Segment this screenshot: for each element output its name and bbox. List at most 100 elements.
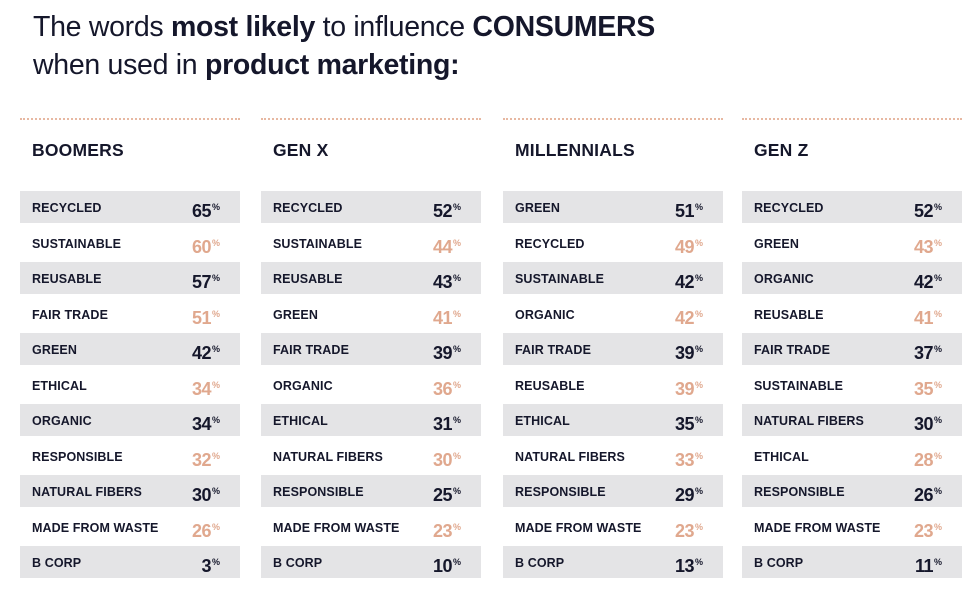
row-value: 36%: [433, 369, 461, 405]
table-row: RESPONSIBLE 26%: [742, 475, 962, 507]
percent-sign: %: [211, 308, 220, 319]
value-number: 3: [201, 556, 211, 576]
table-row: ETHICAL 31%: [261, 404, 481, 436]
row-value: 23%: [914, 511, 942, 547]
row-value: 13%: [675, 546, 703, 582]
row-value: 42%: [675, 298, 703, 334]
row-value: 42%: [914, 262, 942, 298]
table-row: REUSABLE 43%: [261, 262, 481, 294]
page-title: The words most likely to influence CONSU…: [33, 8, 655, 84]
table-row: FAIR TRADE 39%: [261, 333, 481, 365]
row-value: 23%: [433, 511, 461, 547]
row-value: 34%: [192, 404, 220, 440]
row-value: 3%: [201, 546, 220, 582]
table-row: RECYCLED 65%: [20, 191, 240, 223]
table-row: MADE FROM WASTE 26%: [20, 511, 240, 543]
table-row: GREEN 42%: [20, 333, 240, 365]
row-value: 57%: [192, 262, 220, 298]
percent-sign: %: [694, 308, 703, 319]
percent-sign: %: [933, 308, 942, 319]
percent-sign: %: [452, 415, 461, 425]
value-number: 42: [674, 272, 695, 292]
value-number: 39: [674, 378, 695, 399]
table-row: ORGANIC 42%: [503, 298, 723, 330]
value-number: 30: [432, 449, 453, 470]
table-row: MADE FROM WASTE 23%: [503, 511, 723, 543]
percent-sign: %: [211, 379, 220, 390]
value-number: 23: [674, 520, 695, 541]
table-row: REUSABLE 57%: [20, 262, 240, 294]
table-row: RESPONSIBLE 32%: [20, 440, 240, 472]
row-label: RECYCLED: [32, 201, 102, 215]
table-row: NATURAL FIBERS 30%: [742, 404, 962, 436]
value-number: 65: [191, 201, 212, 221]
column-heading: GEN X: [273, 140, 329, 160]
value-number: 52: [913, 201, 934, 221]
percent-sign: %: [452, 486, 461, 496]
row-value: 34%: [192, 369, 220, 405]
percent-sign: %: [211, 273, 220, 283]
row-value: 28%: [914, 440, 942, 476]
row-label: NATURAL FIBERS: [754, 414, 864, 428]
percent-sign: %: [211, 344, 220, 354]
percent-sign: %: [933, 486, 942, 496]
row-value: 51%: [192, 298, 220, 334]
value-number: 30: [913, 414, 934, 434]
row-label: MADE FROM WASTE: [754, 520, 881, 535]
row-label: MADE FROM WASTE: [515, 520, 642, 535]
percent-sign: %: [452, 557, 461, 567]
value-number: 26: [191, 520, 212, 541]
generation-tables: BOOMERS RECYCLED 65% SUSTAINABLE 60% REUSABLE…: [20, 118, 965, 588]
value-number: 52: [432, 201, 453, 221]
percent-sign: %: [694, 521, 703, 532]
value-number: 26: [913, 485, 934, 505]
percent-sign: %: [211, 486, 220, 496]
column-heading: BOOMERS: [32, 140, 124, 160]
row-label: SUSTAINABLE: [32, 236, 122, 251]
row-label: RECYCLED: [515, 236, 585, 251]
table-row: GREEN 41%: [261, 298, 481, 330]
percent-sign: %: [211, 557, 220, 567]
row-label: B CORP: [273, 556, 323, 570]
percent-sign: %: [452, 308, 461, 319]
table-row: SUSTAINABLE 60%: [20, 227, 240, 259]
title-line-2: when used in product marketing:: [33, 49, 460, 81]
table-row: GREEN 43%: [742, 227, 962, 259]
row-value: 43%: [433, 262, 461, 298]
table-row: GREEN 51%: [503, 191, 723, 223]
row-value: 43%: [914, 227, 942, 263]
row-value: 42%: [192, 333, 220, 369]
table-row: SUSTAINABLE 44%: [261, 227, 481, 259]
value-number: 41: [432, 307, 453, 328]
percent-sign: %: [694, 379, 703, 390]
row-label: REUSABLE: [32, 272, 102, 286]
row-value: 25%: [433, 475, 461, 511]
row-label: NATURAL FIBERS: [32, 485, 142, 499]
row-value: 10%: [433, 546, 461, 582]
percent-sign: %: [933, 450, 942, 461]
title-line-1: The words most likely to influence CONSU…: [33, 11, 655, 43]
row-label: ORGANIC: [515, 307, 575, 322]
value-number: 35: [674, 414, 695, 434]
percent-sign: %: [452, 237, 461, 248]
value-number: 43: [432, 272, 453, 292]
row-label: GREEN: [515, 201, 560, 215]
value-number: 28: [913, 449, 934, 470]
row-value: 30%: [914, 404, 942, 440]
row-label: NATURAL FIBERS: [515, 449, 625, 464]
row-label: REUSABLE: [754, 307, 824, 322]
row-value: 29%: [675, 475, 703, 511]
row-label: NATURAL FIBERS: [273, 449, 383, 464]
value-number: 25: [432, 485, 453, 505]
row-label: SUSTAINABLE: [754, 378, 844, 393]
row-value: 39%: [675, 333, 703, 369]
percent-sign: %: [211, 202, 220, 212]
percent-sign: %: [211, 415, 220, 425]
row-label: ORGANIC: [273, 378, 333, 393]
percent-sign: %: [452, 273, 461, 283]
table-row: ORGANIC 34%: [20, 404, 240, 436]
column-heading: GEN Z: [754, 140, 809, 160]
table-row: RECYCLED 52%: [742, 191, 962, 223]
value-number: 36: [432, 378, 453, 399]
table-row: ORGANIC 42%: [742, 262, 962, 294]
